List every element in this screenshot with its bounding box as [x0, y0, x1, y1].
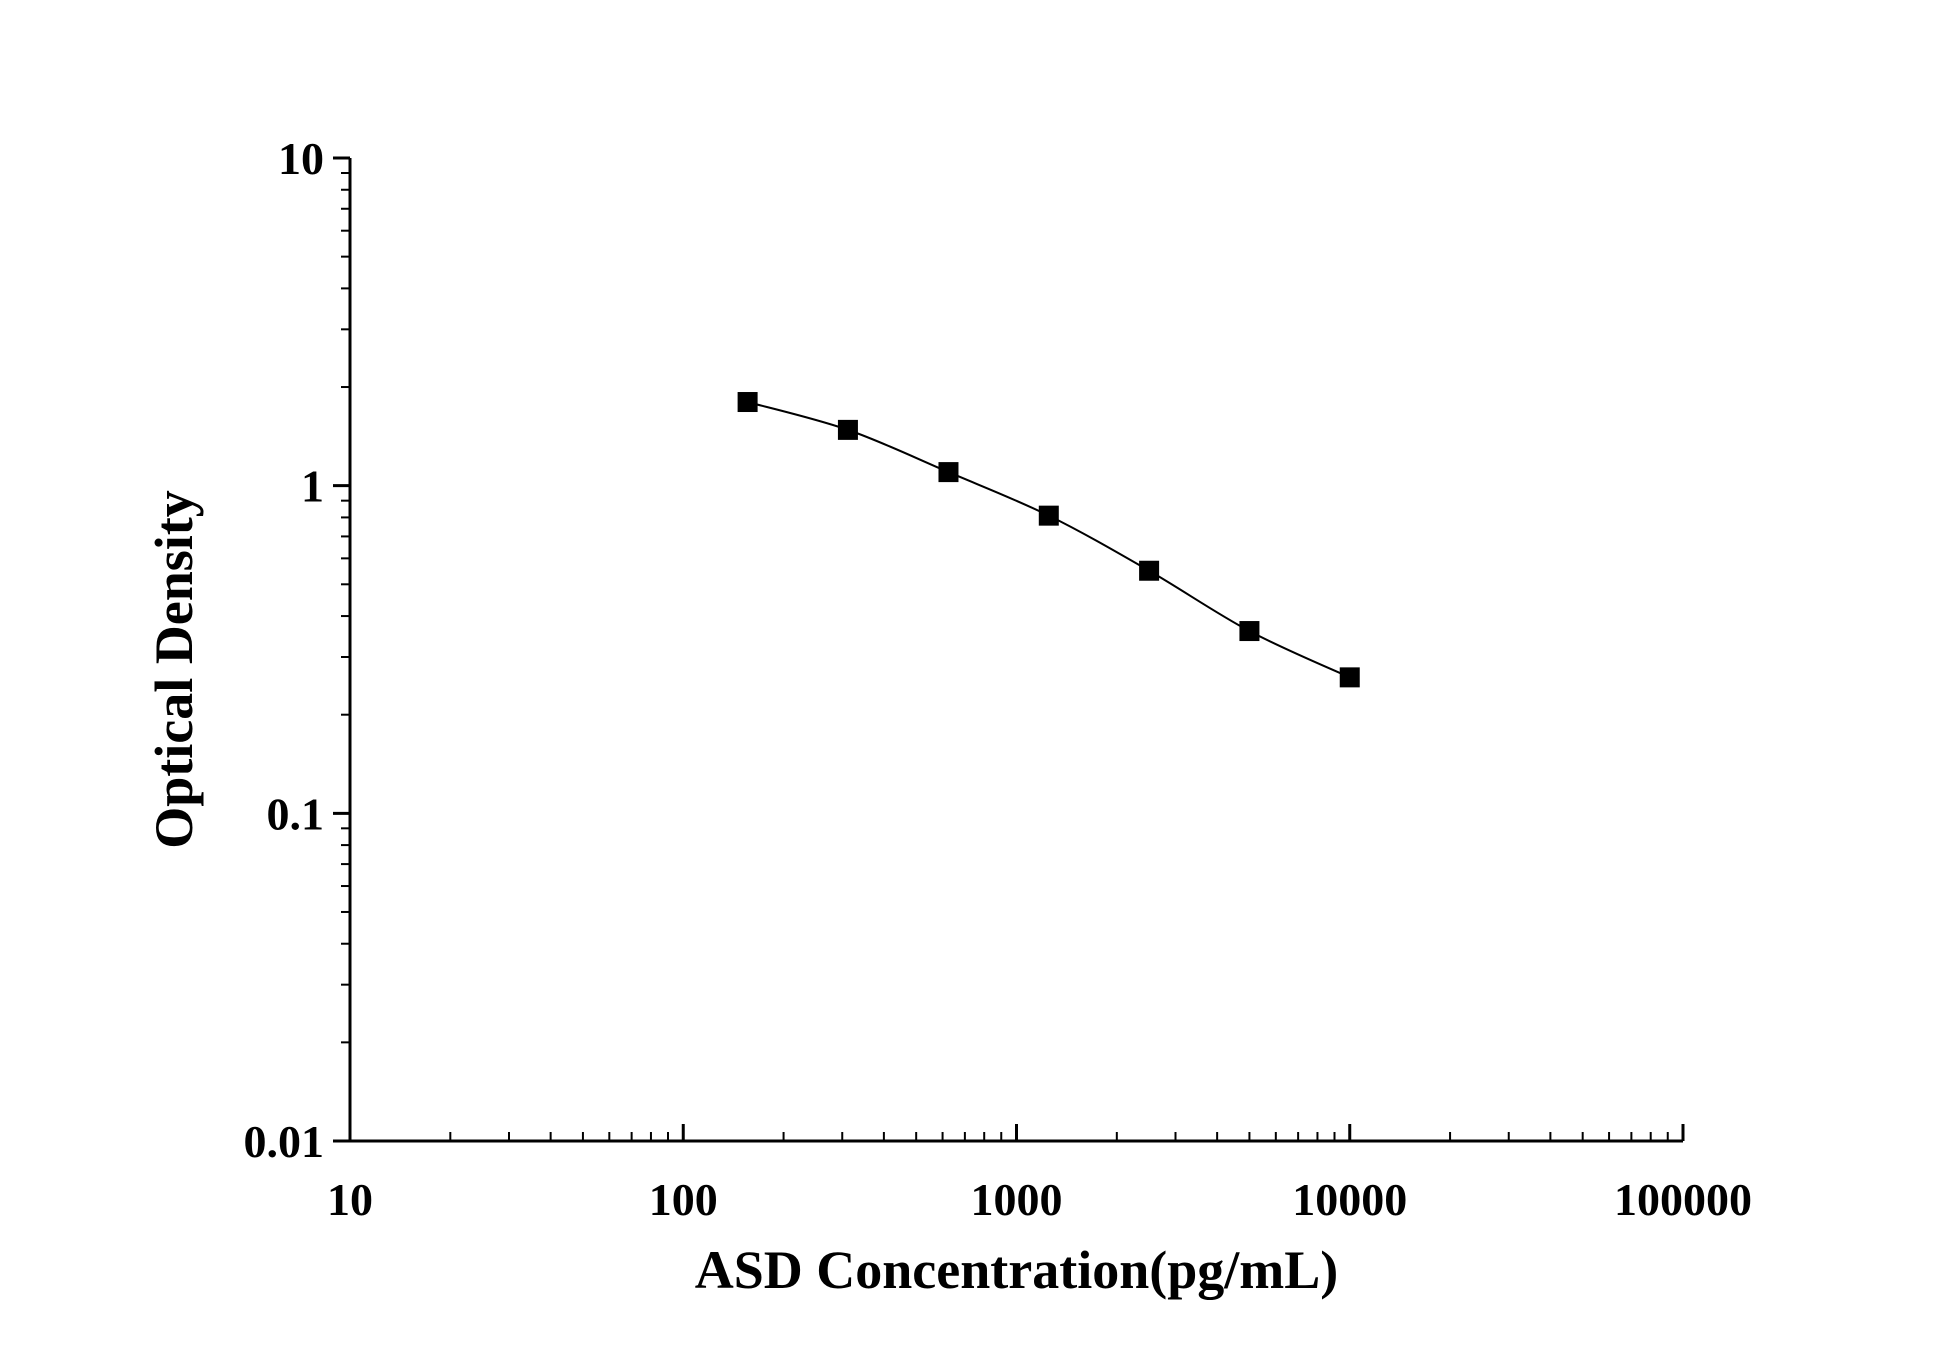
data-point — [737, 392, 758, 413]
data-point — [1239, 621, 1260, 642]
data-point — [938, 462, 959, 483]
x-tick-label: 10 — [327, 1174, 373, 1225]
x-tick-label: 1000 — [971, 1174, 1063, 1225]
data-point — [1038, 505, 1059, 526]
y-tick-label: 0.1 — [267, 788, 325, 839]
y-tick-label: 0.01 — [244, 1116, 325, 1167]
x-axis-title: ASD Concentration(pg/mL) — [695, 1240, 1339, 1300]
axes: 10 100 1000 10000 100000 0.01 0.1 1 10 — [244, 133, 1753, 1225]
data-point — [837, 419, 858, 440]
y-axis-title: Optical Density — [144, 490, 204, 849]
data-points — [737, 392, 1360, 688]
x-tick-label: 100 — [649, 1174, 718, 1225]
y-tick-label: 1 — [301, 461, 324, 512]
x-axis-ticks: 10 100 1000 10000 100000 — [327, 1124, 1752, 1225]
data-point — [1139, 560, 1160, 581]
y-tick-label: 10 — [278, 133, 324, 184]
y-axis-ticks: 0.01 0.1 1 10 — [244, 133, 350, 1167]
x-tick-label: 10000 — [1292, 1174, 1407, 1225]
data-point — [1339, 667, 1360, 688]
x-tick-label: 100000 — [1614, 1174, 1752, 1225]
